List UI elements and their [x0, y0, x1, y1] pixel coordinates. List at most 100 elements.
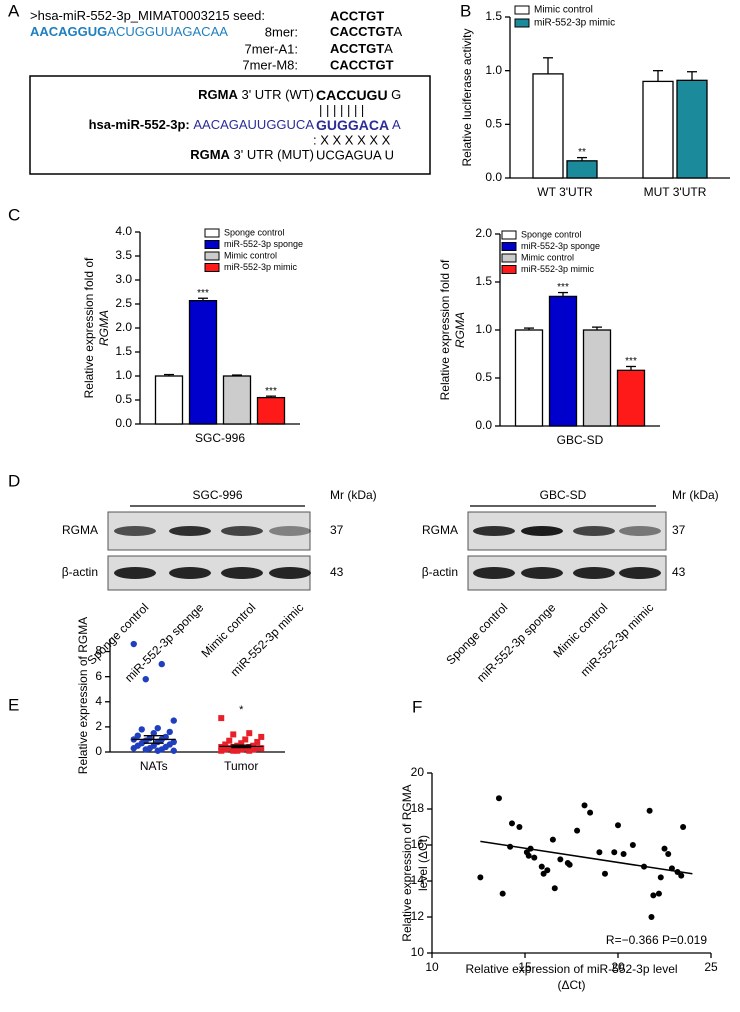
colon: : — [185, 117, 193, 132]
mr-unit: Mr (kDa) — [330, 488, 377, 502]
y-axis-label: Relative expression of RGMA — [76, 617, 90, 774]
legend-swatch — [501, 242, 517, 251]
band — [473, 526, 515, 536]
header: >hsa-miR-552-3p_MIMAT0003215 seed: — [30, 8, 265, 23]
bar — [532, 73, 564, 179]
y-tick-label: 0.5 — [485, 117, 502, 131]
point — [629, 842, 636, 848]
panel-label: D — [8, 471, 20, 490]
significance: * — [239, 704, 244, 716]
point — [574, 827, 581, 834]
legend-label: miR-552-3p mimic — [521, 264, 595, 274]
mut-site: UCGAGUA U — [316, 147, 394, 162]
y-tick-label: 2 — [95, 719, 102, 733]
bar — [642, 80, 674, 179]
legend-swatch — [514, 18, 530, 28]
mr-value: 43 — [672, 565, 686, 579]
point — [650, 892, 657, 899]
mr-unit: Mr (kDa) — [672, 488, 719, 502]
legend-label: miR-552-3p sponge — [521, 241, 600, 251]
blot-title: SGC-996 — [192, 488, 242, 502]
point — [655, 890, 662, 897]
y-axis-label: Relative expression of RGMA — [400, 784, 414, 941]
x-tick-label: NATs — [140, 759, 168, 773]
point — [226, 737, 233, 744]
point — [648, 914, 655, 920]
point — [566, 861, 573, 868]
legend-label: miR-552-3p sponge — [224, 239, 303, 249]
x-tick-label: 20 — [611, 960, 625, 974]
point — [230, 731, 237, 738]
point — [540, 870, 547, 877]
mut-row: RGMA 3' UTR (MUT) — [190, 147, 314, 162]
band — [619, 567, 661, 579]
point — [531, 854, 538, 861]
legend-swatch — [204, 251, 220, 261]
panel-label: F — [412, 697, 422, 716]
site-label: 8mer: — [265, 24, 298, 39]
utr-label: 3' UTR (MUT) — [230, 147, 314, 162]
site-label: 7mer-M8: — [242, 57, 298, 72]
point — [218, 715, 225, 722]
point — [154, 747, 161, 754]
mirna-seq: AACAGAUUGGUCA — [193, 117, 314, 132]
wt-site: CACCUGU — [316, 87, 388, 103]
point — [258, 733, 265, 740]
point — [226, 745, 233, 752]
point — [246, 730, 253, 737]
bar — [566, 160, 598, 179]
y-tick-label: 1.5 — [485, 9, 502, 23]
y-tick-label: 0.0 — [485, 170, 502, 184]
y-tick-label: 4.0 — [115, 224, 132, 238]
y-tick-label: 1.0 — [485, 63, 502, 77]
legend-swatch — [501, 253, 517, 263]
row-label: β-actin — [62, 565, 98, 579]
band — [269, 526, 311, 536]
legend-swatch — [514, 5, 530, 15]
point — [138, 726, 145, 733]
mirna-rest: ACUGGUUAGACAA — [107, 24, 228, 39]
point — [134, 732, 141, 739]
point — [238, 746, 245, 753]
bar — [514, 329, 544, 427]
legend-swatch — [204, 240, 220, 249]
bar — [188, 299, 218, 425]
significance: ** — [578, 147, 586, 158]
point — [170, 717, 177, 724]
mr-value: 37 — [672, 523, 686, 537]
site: ACCTGTA — [330, 41, 393, 56]
x-axis-label: Relative expression of miR-552-3p level — [465, 962, 677, 976]
point — [680, 824, 687, 830]
band — [114, 567, 156, 579]
significance: *** — [625, 356, 637, 367]
y-tick-label: 0.0 — [115, 416, 132, 430]
point — [477, 874, 484, 881]
point — [657, 874, 664, 881]
band — [114, 526, 156, 536]
point — [154, 724, 161, 732]
point — [495, 795, 502, 802]
mirna-site-row: GUGGACA A — [316, 117, 401, 133]
point — [218, 747, 225, 754]
band — [573, 526, 615, 536]
mirna-name: hsa-miR-552-3p — [89, 117, 186, 132]
site-tail: A — [394, 24, 403, 39]
y-tick-label: 8 — [95, 644, 102, 658]
y-tick-label: 1.0 — [475, 322, 492, 336]
legend-label: Mimic control — [224, 250, 277, 260]
legend-label: Mimic control — [521, 252, 574, 262]
y-tick-label: 0 — [95, 744, 102, 758]
bar — [676, 79, 708, 179]
mirna-tail: A — [389, 117, 401, 132]
legend-swatch — [501, 265, 517, 274]
y-tick-label: 14 — [411, 873, 425, 887]
band — [473, 567, 515, 579]
alignment-box — [29, 75, 431, 175]
wt-tail: G — [388, 87, 402, 102]
x-tick-label: WT 3'UTR — [537, 185, 593, 199]
bar — [256, 396, 286, 425]
bar — [582, 329, 612, 427]
row-label: RGMA — [62, 523, 98, 537]
panel-label: A — [8, 1, 20, 20]
